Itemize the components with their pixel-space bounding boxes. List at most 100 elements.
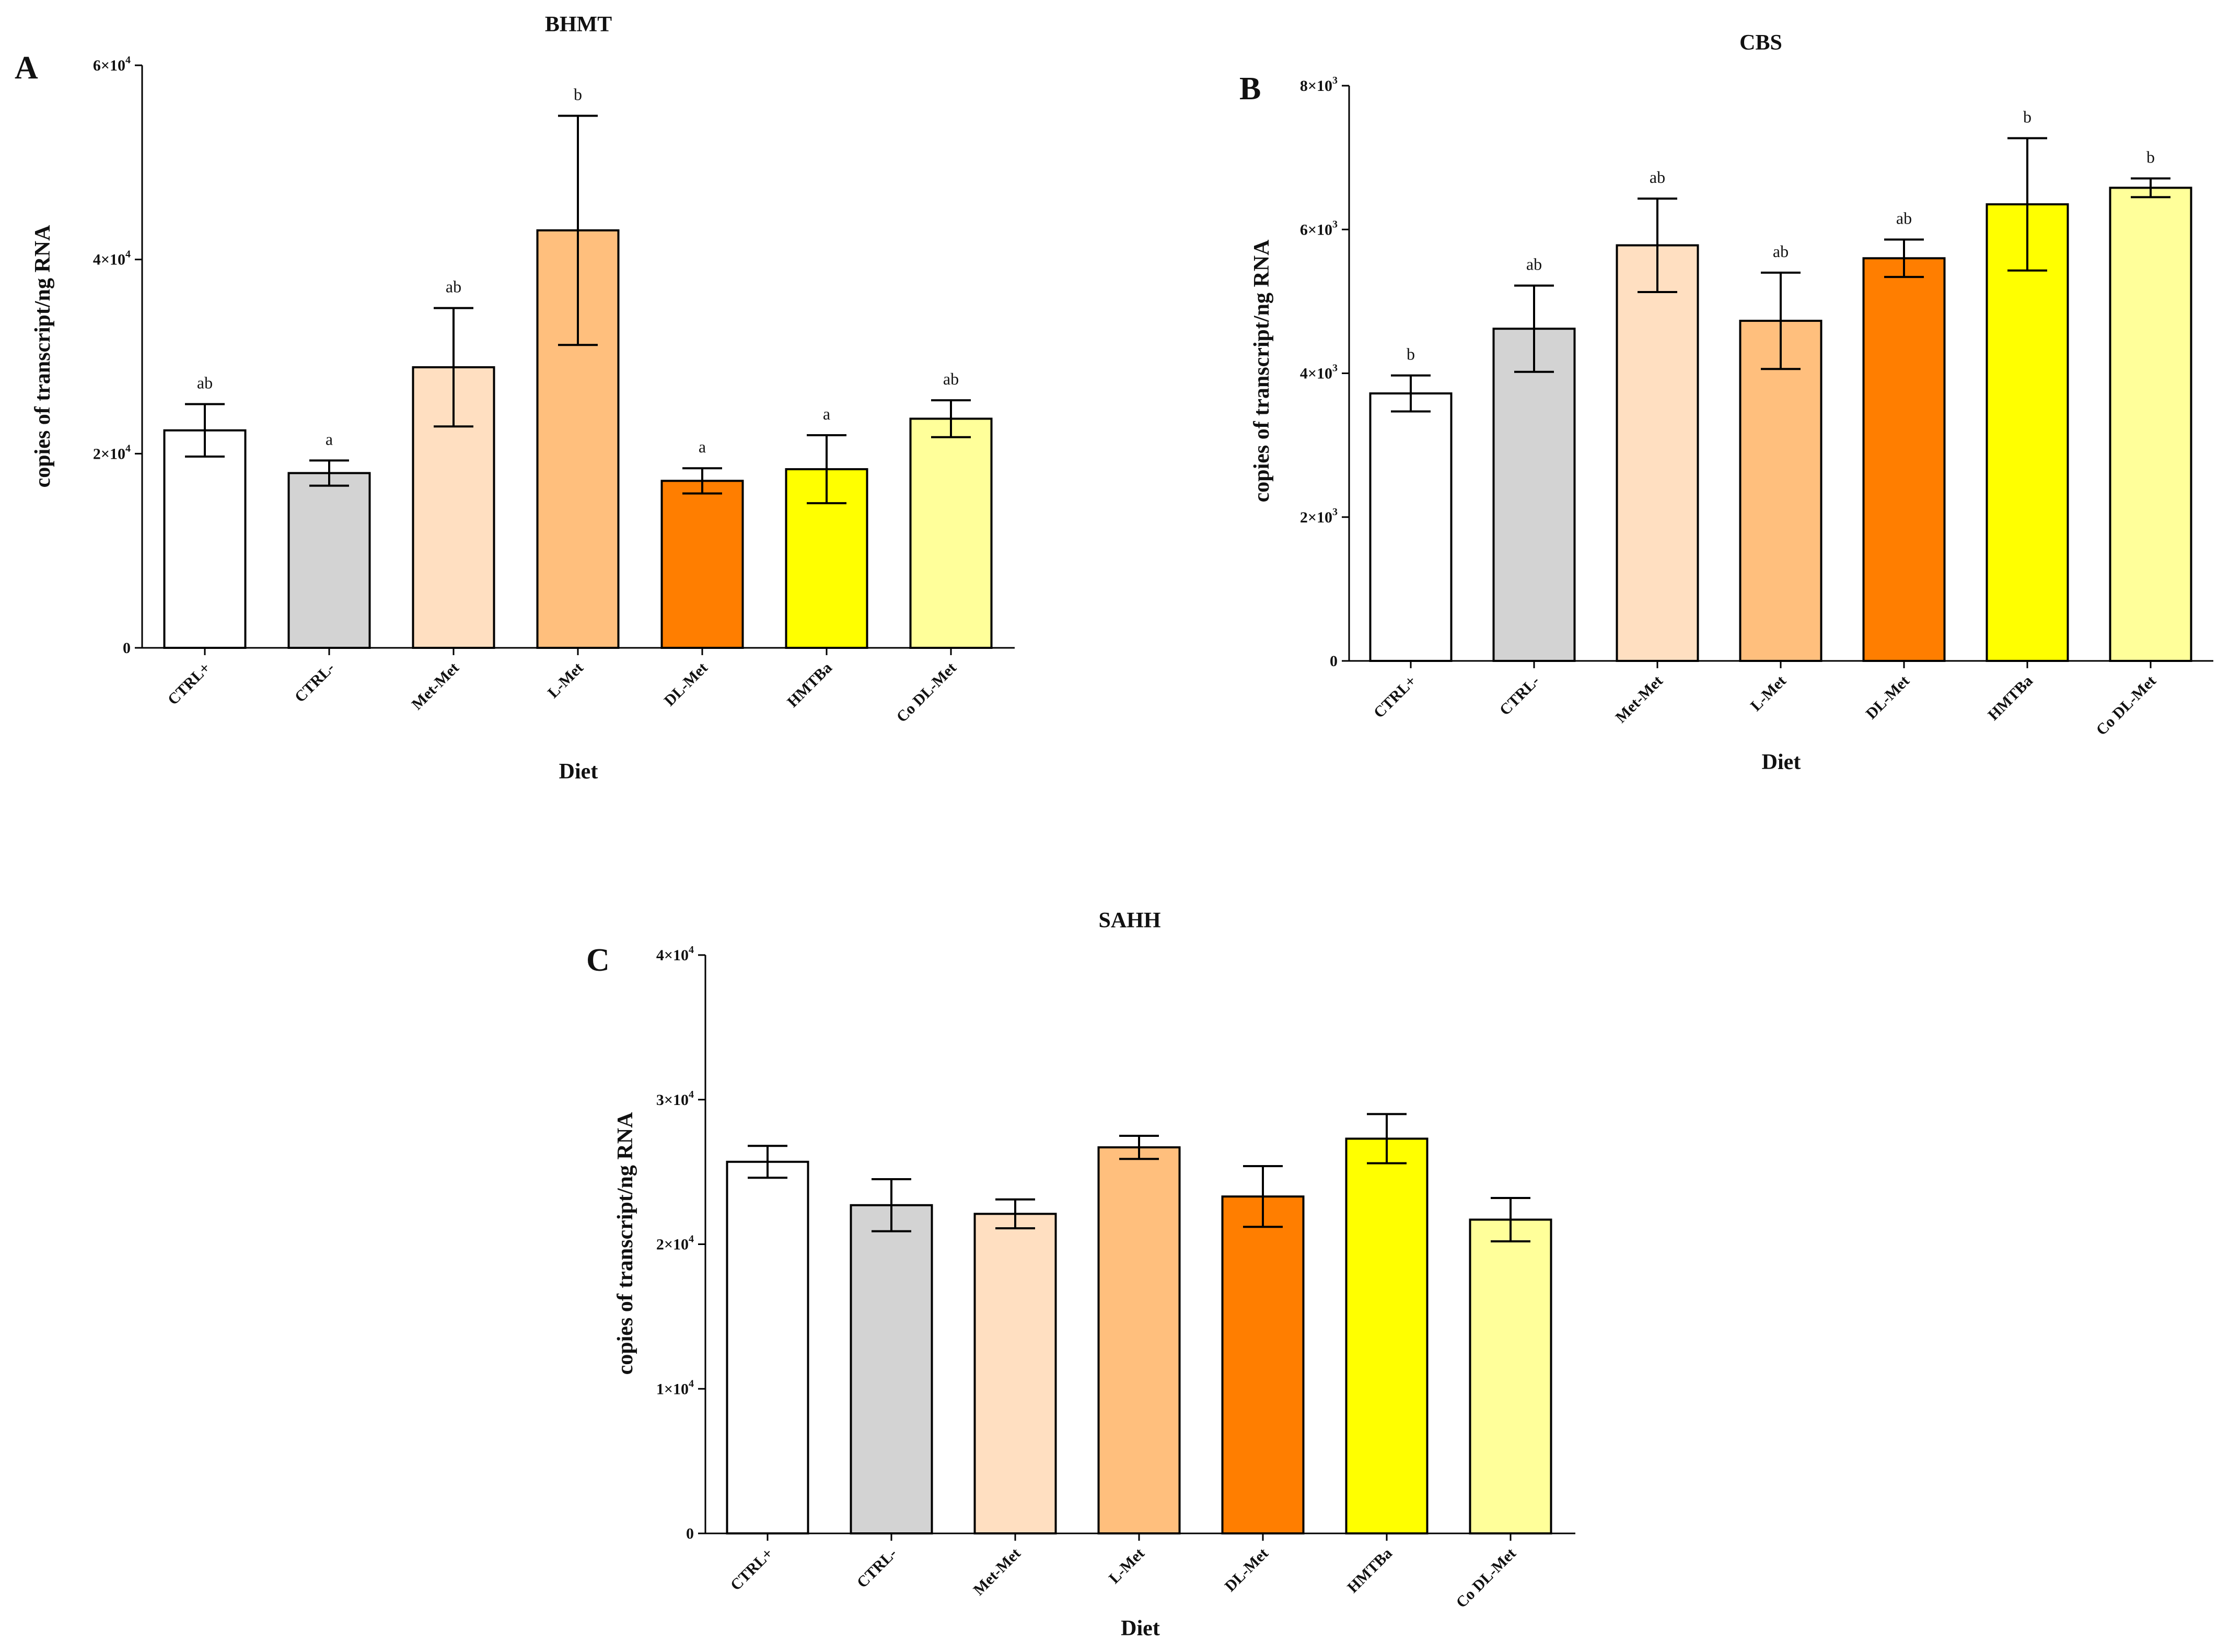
significance-label: ab	[943, 369, 959, 388]
y-tick-exponent: 3	[1332, 218, 1338, 230]
category-label: HMTBa	[784, 659, 835, 711]
category-label: CTRL+	[727, 1545, 776, 1594]
significance-label: b	[2023, 107, 2031, 126]
chart-panel-a: A BHMT copies of transcript/ng RNA Diet 0 2×1…	[15, 13, 1015, 784]
bar	[1616, 244, 1699, 662]
y-tick-exponent: 4	[125, 54, 131, 66]
chart-title: CBS	[1739, 31, 1782, 55]
category-label: CTRL-	[1496, 672, 1543, 719]
y-tick-mantissa: 2×10	[1300, 509, 1332, 526]
chart-panel-c: C SAHH copies of transcript/ng RNA Diet 0 1×1…	[586, 909, 1575, 1641]
category-label: DL-Met	[1222, 1545, 1272, 1595]
bar	[909, 417, 993, 649]
bar	[2109, 187, 2192, 662]
significance-label: ab	[446, 277, 461, 296]
x-axis-label: Diet	[559, 760, 598, 784]
category-label: Met-Met	[409, 659, 462, 713]
y-tick-mantissa: 0	[123, 639, 131, 657]
y-tick-label: 4×104	[656, 944, 694, 964]
y-tick-exponent: 4	[125, 249, 131, 260]
bar	[1097, 1146, 1181, 1534]
y-axis-label: copies of transcript/ng RNA	[1250, 239, 1274, 502]
bar	[1469, 1218, 1552, 1534]
y-axis-label: copies of transcript/ng RNA	[613, 1112, 637, 1375]
chart-title: BHMT	[545, 13, 612, 37]
category-label: Co DL-Met	[2093, 672, 2160, 739]
y-tick-exponent: 4	[689, 1378, 694, 1389]
significance-label: a	[699, 437, 706, 456]
category-label: CTRL+	[1371, 672, 1420, 722]
y-tick-mantissa: 2×10	[93, 445, 125, 462]
y-tick-label: 8×103	[1300, 75, 1338, 95]
y-tick-mantissa: 0	[1330, 653, 1338, 670]
category-label: Met-Met	[1612, 672, 1666, 726]
significance-label: b	[574, 85, 582, 104]
y-tick-mantissa: 8×10	[1300, 77, 1332, 95]
significance-label: ab	[1526, 255, 1542, 274]
bar	[1345, 1137, 1429, 1534]
category-label: CTRL+	[165, 659, 214, 708]
significance-label: ab	[1650, 168, 1665, 187]
significance-label: b	[2146, 148, 2155, 167]
x-axis-label: Diet	[1121, 1616, 1160, 1641]
bar	[1739, 320, 1822, 662]
y-tick-label: 3×104	[656, 1089, 694, 1109]
bar	[973, 1213, 1057, 1535]
y-tick-exponent: 4	[689, 944, 694, 956]
y-tick-label: 0	[1330, 653, 1338, 670]
category-label: Met-Met	[970, 1545, 1024, 1599]
category-label: Co DL-Met	[893, 659, 960, 726]
y-tick-label: 1×104	[656, 1378, 694, 1398]
y-tick-mantissa: 0	[686, 1525, 694, 1542]
y-tick-label: 2×103	[1300, 506, 1338, 526]
significance-label: a	[326, 429, 333, 448]
category-label: HMTBa	[1984, 672, 2036, 724]
y-tick-label: 0	[123, 639, 131, 657]
panel-letter: A	[15, 50, 38, 86]
bar	[1492, 328, 1576, 662]
bar	[1986, 203, 2069, 662]
significance-label: b	[1407, 345, 1415, 364]
y-tick-mantissa: 6×10	[93, 57, 125, 74]
significance-label: a	[823, 404, 830, 423]
y-tick-mantissa: 4×10	[1300, 365, 1332, 382]
y-tick-mantissa: 3×10	[656, 1091, 689, 1109]
significance-label: ab	[197, 374, 213, 392]
bar	[660, 480, 744, 649]
x-axis-label: Diet	[1762, 750, 1801, 774]
y-tick-label: 6×104	[93, 54, 131, 74]
y-tick-exponent: 4	[125, 443, 131, 454]
y-tick-exponent: 4	[689, 1089, 694, 1100]
bar	[1369, 392, 1453, 662]
category-label: L-Met	[1106, 1545, 1148, 1587]
category-label: CTRL-	[292, 659, 338, 706]
y-tick-mantissa: 1×10	[656, 1380, 689, 1398]
y-tick-label: 0	[686, 1525, 694, 1542]
y-tick-exponent: 3	[1332, 363, 1338, 374]
panel-letter: B	[1239, 71, 1261, 107]
significance-label: ab	[1896, 209, 1912, 228]
category-label: L-Met	[1747, 672, 1790, 715]
y-tick-label: 6×103	[1300, 218, 1338, 238]
category-label: DL-Met	[1863, 672, 1913, 723]
category-label: CTRL-	[854, 1545, 900, 1591]
category-label: L-Met	[544, 659, 587, 702]
y-tick-exponent: 3	[1332, 75, 1338, 86]
category-label: HMTBa	[1344, 1545, 1396, 1597]
y-tick-exponent: 4	[689, 1234, 694, 1245]
y-tick-mantissa: 4×10	[93, 251, 125, 269]
bar	[163, 429, 247, 649]
bar	[1221, 1195, 1305, 1535]
category-label: DL-Met	[661, 659, 711, 709]
y-tick-mantissa: 4×10	[656, 947, 689, 964]
y-tick-mantissa: 6×10	[1300, 221, 1332, 238]
significance-label: ab	[1773, 242, 1789, 261]
chart-title: SAHH	[1098, 909, 1160, 933]
panel-letter: C	[586, 943, 610, 978]
y-tick-label: 2×104	[93, 443, 131, 462]
bar	[1862, 257, 1946, 662]
y-axis-label: copies of transcript/ng RNA	[31, 225, 55, 487]
y-tick-label: 4×103	[1300, 363, 1338, 382]
y-tick-exponent: 3	[1332, 506, 1338, 518]
